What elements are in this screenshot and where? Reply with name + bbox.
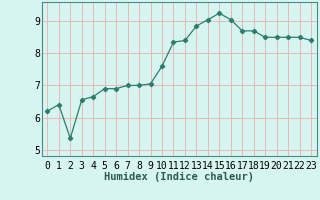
X-axis label: Humidex (Indice chaleur): Humidex (Indice chaleur) xyxy=(104,172,254,182)
